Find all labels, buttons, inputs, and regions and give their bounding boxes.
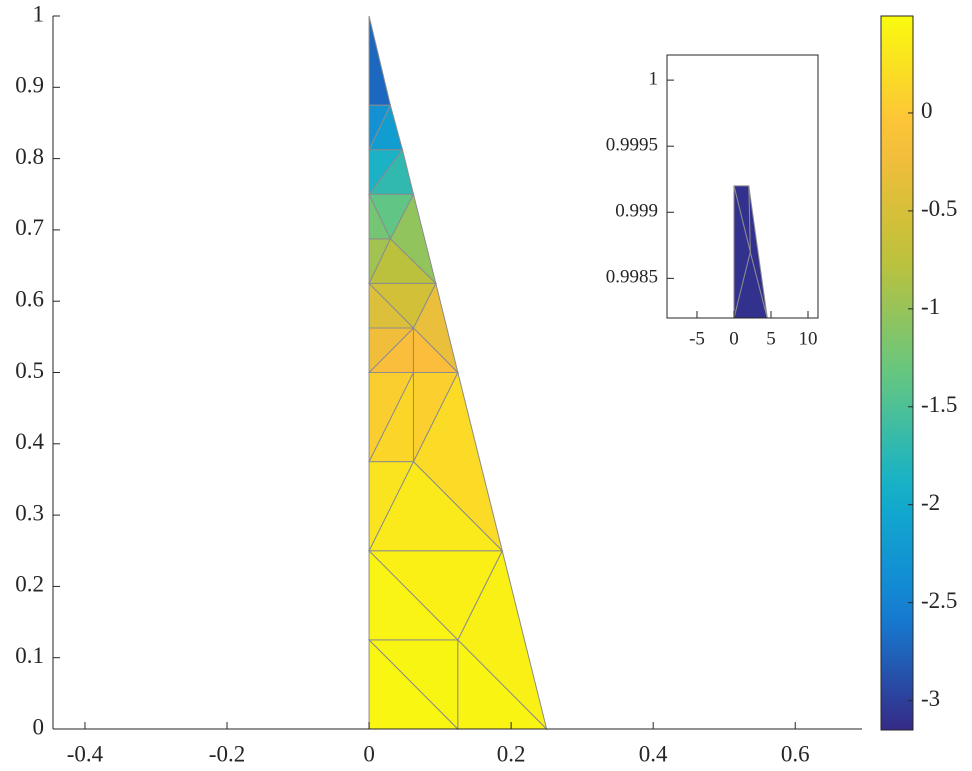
y-tick-label: 0.2 bbox=[15, 572, 44, 597]
axes-box bbox=[666, 54, 819, 319]
x-tick-label: 0.2 bbox=[497, 741, 526, 766]
y-tick-label: 0.1 bbox=[15, 643, 44, 668]
y-tick-label: 0.3 bbox=[15, 500, 44, 525]
y-tick-label: 0.6 bbox=[15, 286, 44, 311]
y-tick-label: 0.9 bbox=[15, 73, 44, 98]
y-tick-label: 0.9995 bbox=[606, 135, 658, 156]
colorbar-tick-label: -0.5 bbox=[921, 196, 957, 221]
colorbar-tick-label: 0 bbox=[921, 98, 933, 123]
y-tick-label: 0.7 bbox=[15, 215, 44, 240]
y-tick-label: 0.8 bbox=[15, 144, 44, 169]
colorbar-tick-label: -1 bbox=[921, 294, 940, 319]
y-tick-label: 1 bbox=[33, 1, 45, 26]
x-tick-label: -5 bbox=[689, 328, 705, 349]
x-tick-label: 0 bbox=[363, 741, 375, 766]
mesh-triangle bbox=[733, 185, 751, 319]
x-tick-label: -0.4 bbox=[67, 741, 104, 766]
x-tick-label: 10 bbox=[799, 328, 818, 349]
mesh-triangle bbox=[368, 15, 392, 106]
y-tick-label: 0.4 bbox=[15, 429, 44, 454]
y-tick-label: 0.9985 bbox=[606, 267, 658, 288]
x-tick-label: -0.2 bbox=[209, 741, 245, 766]
y-tick-label: 0.5 bbox=[15, 358, 44, 383]
y-tick-label: 0.999 bbox=[615, 201, 658, 222]
x-tick-label: 5 bbox=[766, 328, 776, 349]
y-tick-label: 1 bbox=[649, 68, 659, 89]
colorbar-tick-label: -2.5 bbox=[921, 588, 957, 613]
colorbar bbox=[880, 15, 914, 731]
colorbar-tick-label: -2 bbox=[921, 490, 940, 515]
colorbar-tick-label: -1.5 bbox=[921, 392, 957, 417]
x-tick-label: 0.4 bbox=[639, 741, 668, 766]
y-tick-label: 0 bbox=[33, 714, 45, 739]
colorbar-tick-label: -3 bbox=[921, 686, 940, 711]
x-tick-label: 0 bbox=[729, 328, 739, 349]
x-tick-label: 0.6 bbox=[781, 741, 810, 766]
